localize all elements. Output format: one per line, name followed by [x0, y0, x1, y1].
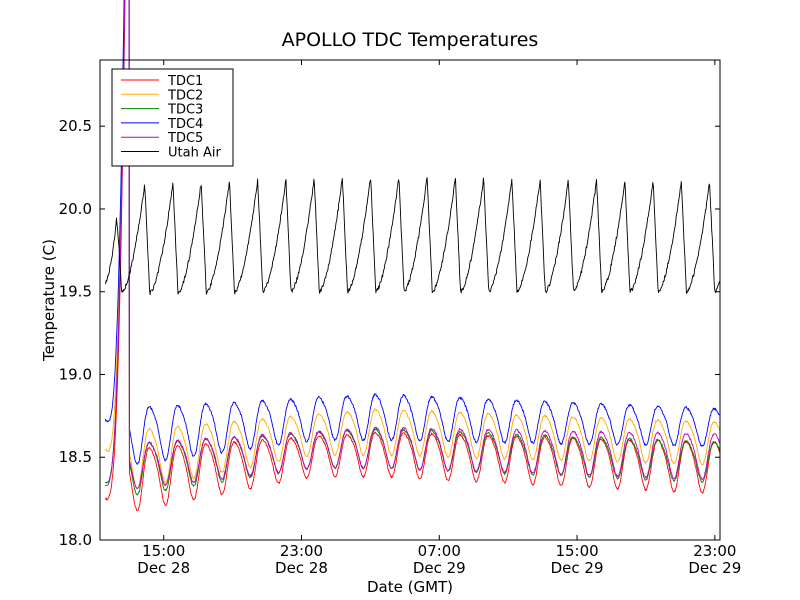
y-tick-label: 20.0 — [59, 200, 92, 218]
y-tick-label: 19.5 — [59, 283, 92, 301]
x-tick-label-date: Dec 29 — [688, 559, 741, 577]
series-line-tdc1 — [104, 0, 720, 511]
series-line-tdc2 — [104, 0, 720, 490]
x-tick-label-date: Dec 28 — [137, 559, 190, 577]
x-tick-label-time: 15:00 — [142, 542, 185, 560]
chart-title: APOLLO TDC Temperatures — [282, 29, 539, 51]
x-tick-label-date: Dec 28 — [275, 559, 328, 577]
x-tick-label-time: 15:00 — [555, 542, 598, 560]
legend-label: TDC5 — [167, 131, 203, 146]
series-line-utah-air — [104, 177, 720, 296]
legend-label: TDC2 — [167, 88, 203, 103]
x-tick-label-date: Dec 29 — [413, 559, 466, 577]
y-tick-label: 18.0 — [59, 531, 92, 549]
series-line-tdc4 — [104, 0, 720, 465]
legend-label: Utah Air — [168, 146, 221, 161]
x-tick-label-time: 23:00 — [693, 542, 736, 560]
x-tick-label-time: 23:00 — [280, 542, 323, 560]
legend-label: TDC4 — [167, 117, 203, 132]
series-layer — [104, 0, 720, 511]
y-tick-label: 19.0 — [59, 365, 92, 383]
plot-frame — [99, 59, 721, 541]
y-tick-label: 18.5 — [59, 448, 92, 466]
y-tick-label: 20.5 — [59, 117, 92, 135]
x-axis-label: Date (GMT) — [367, 578, 453, 596]
series-line-tdc5 — [104, 0, 720, 489]
legend-box — [111, 68, 234, 167]
legend-label: TDC3 — [167, 103, 203, 118]
y-axis-label: Temperature (C) — [40, 239, 58, 362]
legend-label: TDC1 — [167, 74, 203, 89]
x-tick-label-date: Dec 29 — [551, 559, 604, 577]
x-tick-label-time: 07:00 — [418, 542, 461, 560]
